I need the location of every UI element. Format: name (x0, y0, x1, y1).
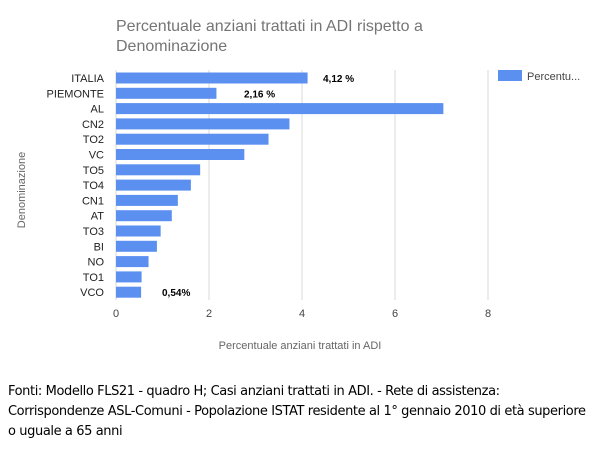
bar-al (116, 103, 444, 115)
y-axis-title: Denominazione (16, 152, 28, 228)
footnote-line: Fonti: Modello FLS21 - quadro H; Casi an… (8, 384, 500, 399)
x-tick-label: 6 (392, 308, 398, 320)
bar-cn2 (116, 118, 290, 130)
bar-vc (116, 149, 245, 160)
data-label: 2,16 % (244, 89, 275, 100)
y-tick-label: CN2 (82, 119, 104, 131)
y-tick-label: AT (91, 211, 105, 223)
footnote: Fonti: Modello FLS21 - quadro H; Casi an… (8, 382, 598, 442)
y-tick-label: TO4 (83, 180, 104, 192)
y-tick-label: CN1 (82, 195, 104, 207)
bar-to1 (116, 271, 142, 283)
data-label: 0,54% (162, 288, 190, 299)
y-tick-label: TO5 (83, 165, 104, 177)
bar-to3 (116, 225, 161, 237)
chart-title-line: Denominazione (116, 38, 228, 55)
bar-italia (116, 72, 308, 84)
bar-to4 (116, 179, 191, 191)
y-tick-label: VCO (80, 287, 104, 299)
y-tick-label: BI (94, 241, 104, 253)
footnote-line: o uguale a 65 anni (8, 424, 123, 439)
x-axis-title: Percentuale anziani trattati in ADI (219, 340, 382, 352)
data-label: 4,12 % (323, 74, 354, 85)
y-tick-label: ITALIA (71, 73, 104, 85)
y-tick-label: TO2 (83, 134, 104, 146)
bar-no (116, 256, 149, 268)
y-tick-label: AL (91, 104, 104, 116)
bar-to2 (116, 133, 269, 145)
x-tick-label: 8 (485, 308, 491, 320)
bar-to5 (116, 164, 201, 176)
y-tick-label: TO3 (83, 226, 104, 238)
y-tick-label: TO1 (83, 272, 104, 284)
bar-at (116, 210, 172, 222)
footnote-line: Corrispondenze ASL-Comuni - Popolazione … (8, 404, 586, 419)
bar-cn1 (116, 194, 178, 206)
bar-vco (116, 286, 142, 298)
x-tick-label: 2 (206, 308, 212, 320)
bar-bi (116, 240, 157, 252)
x-tick-label: 0 (113, 308, 119, 320)
legend-label: Percentu... (527, 71, 580, 83)
y-tick-label: NO (88, 257, 105, 269)
y-tick-label: PIEMONTE (47, 88, 104, 100)
bar-chart: 0 2 4 6 8 ITALIA PIEMONTE AL CN2 TO2 VC TO5 TO4 CN1 AT… (16, 70, 580, 352)
legend-swatch (498, 70, 522, 81)
chart-title: Percentuale anziani trattati in ADI risp… (116, 17, 456, 57)
x-tick-label: 4 (299, 308, 305, 320)
chart-title-line: Percentuale anziani trattati in ADI risp… (116, 18, 423, 35)
bar-piemonte (116, 87, 217, 99)
y-tick-label: VC (89, 150, 104, 162)
